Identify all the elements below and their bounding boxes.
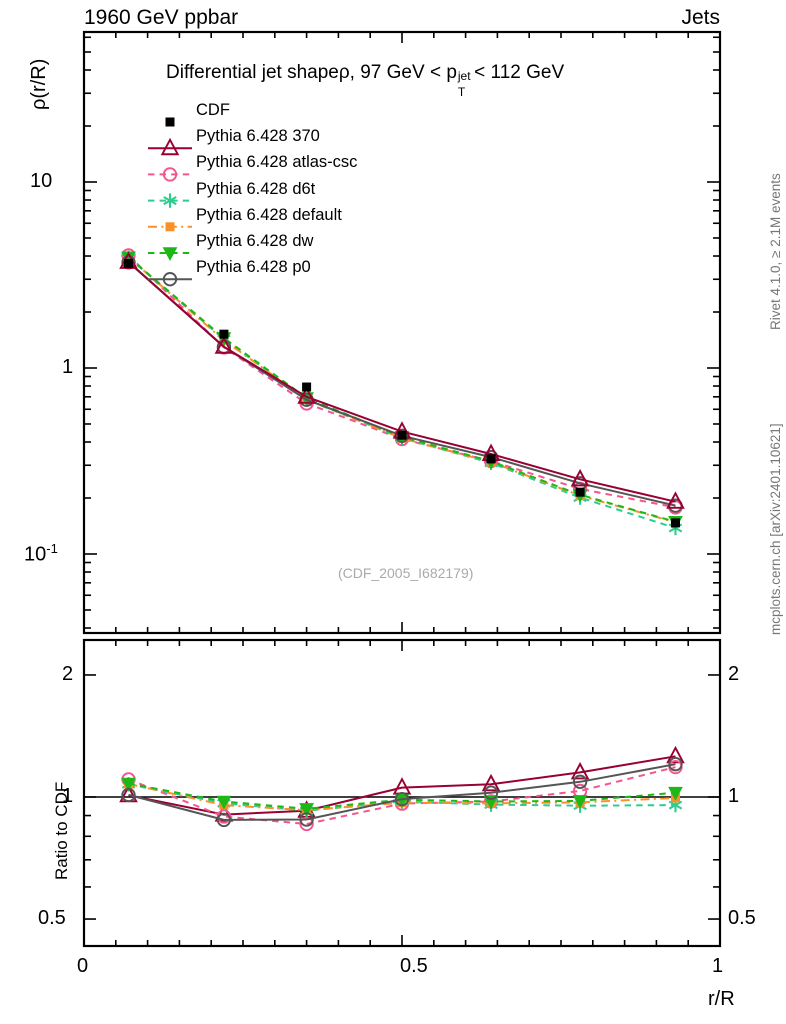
xaxis-label: r/R <box>708 988 735 1010</box>
data-marker-ftriangle_down <box>162 247 178 261</box>
ratio-ytick-0p5-left: 0.5 <box>38 907 66 929</box>
legend-item-label-6[interactable]: Pythia 6.428 p0 <box>196 258 311 277</box>
main-ytick-0p1: 10-1 <box>24 541 58 567</box>
main-ytick-1: 1 <box>62 356 74 378</box>
data-marker-ocircle <box>483 785 499 800</box>
legend-item-label-2[interactable]: Pythia 6.428 atlas-csc <box>196 153 358 172</box>
data-marker-asterisk <box>668 800 683 810</box>
ratio-markers-5 <box>121 757 683 828</box>
legend-markers[interactable] <box>148 117 192 287</box>
data-marker-otriangle <box>214 336 234 354</box>
data-marker-fsquare <box>124 258 134 268</box>
main-ytick-0p1-exp: -1 <box>46 541 58 556</box>
data-marker-asterisk <box>163 196 177 206</box>
data-marker-otriangle <box>160 137 180 156</box>
data-marker-fsquare <box>165 117 175 127</box>
data-marker-fsquare <box>486 454 496 464</box>
ratio-markers-4 <box>121 777 683 817</box>
title-superscript: jet <box>457 69 471 83</box>
legend-item-label-3[interactable]: Pythia 6.428 d6t <box>196 179 316 198</box>
main-markers-4 <box>121 255 683 513</box>
main-panel-series <box>119 248 685 536</box>
data-marker-fsquare <box>670 518 680 528</box>
data-marker-otriangle <box>666 491 685 509</box>
data-marker-otriangle <box>392 777 412 795</box>
data-marker-ftriangle_down <box>394 793 410 808</box>
analysis-id-watermark: (CDF_2005_I682179) <box>338 565 474 581</box>
data-marker-ocircle <box>572 774 588 789</box>
title-tail: < 112 GeV <box>468 62 565 83</box>
data-marker-otriangle <box>570 761 590 780</box>
main-markers-6 <box>124 258 680 528</box>
data-marker-otriangle <box>297 386 316 404</box>
data-marker-fsquare <box>397 430 407 440</box>
ratio-line-5 <box>128 763 676 821</box>
main-panel-frame <box>82 30 722 635</box>
title-text: Differential jet shapeρ, 97 GeV < p <box>166 62 457 83</box>
data-marker-ocircle <box>121 787 136 803</box>
header-beam-label: 1960 GeV ppbar <box>84 6 239 29</box>
legend-item-label-0[interactable]: CDF <box>196 101 230 119</box>
data-marker-fsquare <box>575 487 585 497</box>
data-marker-ocircle <box>216 812 232 828</box>
ratio-ytick-2-right: 2 <box>728 663 740 685</box>
data-marker-ftriangle_down <box>483 795 499 810</box>
main-line-4 <box>127 261 676 507</box>
xtick-0: 0 <box>77 955 89 977</box>
main-ytick-0p1-base: 10 <box>24 543 47 566</box>
ratio-ytick-1-left: 1 <box>62 785 74 807</box>
data-marker-ocircle <box>394 791 410 807</box>
main-markers-0 <box>121 248 683 515</box>
main-panel-title: Differential jet shapeρ, 97 GeV < p jet T … <box>166 62 565 99</box>
data-marker-fsquare <box>165 222 175 232</box>
data-marker-otriangle <box>570 468 590 487</box>
data-marker-fsquare <box>219 329 229 339</box>
legend-item-label-1[interactable]: Pythia 6.428 370 <box>196 127 320 146</box>
data-marker-ftriangle_down <box>121 777 136 792</box>
legend-item-label-5[interactable]: Pythia 6.428 dw <box>196 232 314 250</box>
main-line-0 <box>127 254 676 509</box>
xtick-0p5: 0.5 <box>400 955 428 977</box>
header-analysis-label: Jets <box>681 6 720 29</box>
data-marker-ftriangle_down <box>121 251 136 266</box>
ratio-panel-series <box>119 745 685 832</box>
ratio-ytick-0p5-right: 0.5 <box>728 907 756 929</box>
data-marker-ocircle <box>299 812 314 827</box>
ratio-ytick-1-right: 1 <box>728 785 740 807</box>
xtick-1: 1 <box>712 955 724 977</box>
data-marker-otriangle <box>481 773 501 792</box>
data-marker-ftriangle_down <box>668 786 683 801</box>
data-marker-ftriangle_down <box>299 803 314 817</box>
data-marker-ocircle <box>668 757 683 772</box>
data-marker-ftriangle_down <box>216 795 232 810</box>
main-ytick-10: 10 <box>30 170 53 192</box>
data-marker-otriangle <box>666 745 685 764</box>
main-markers-5 <box>119 251 685 509</box>
data-marker-ocircle <box>162 167 178 182</box>
legend-item-label-4[interactable]: Pythia 6.428 default <box>196 205 342 224</box>
title-subscript: T <box>457 85 466 99</box>
ratio-ytick-2-left: 2 <box>62 663 74 685</box>
data-marker-ftriangle_down <box>572 795 588 809</box>
data-marker-ocircle <box>162 272 178 287</box>
main-line-5 <box>127 261 676 503</box>
data-marker-fsquare <box>302 382 312 392</box>
main-markers-2 <box>124 252 680 527</box>
